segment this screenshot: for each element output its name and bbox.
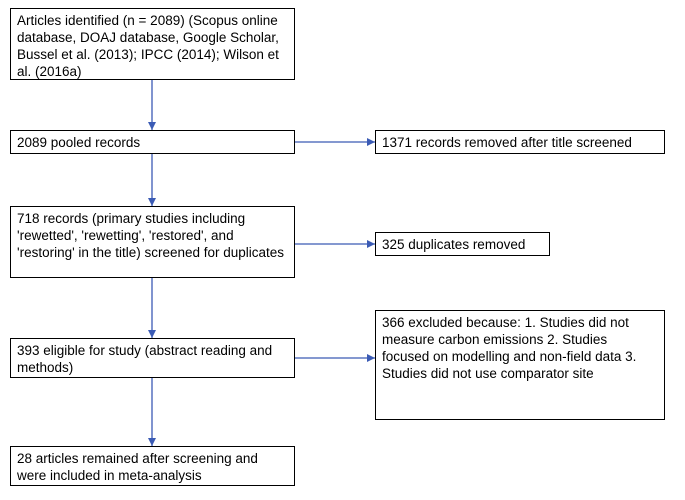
box-removed-title-screen: 1371 records removed after title screene… [375, 130, 665, 154]
box-pooled-records: 2089 pooled records [10, 130, 295, 154]
box-screened-duplicates: 718 records (primary studies including '… [10, 206, 295, 278]
box-duplicates-removed: 325 duplicates removed [375, 232, 550, 256]
box-articles-identified: Articles identified (n = 2089) (Scopus o… [10, 8, 295, 80]
box-excluded-reasons: 366 excluded because: 1. Studies did not… [375, 310, 665, 420]
box-included-meta-analysis: 28 articles remained after screening and… [10, 446, 295, 486]
box-eligible-for-study: 393 eligible for study (abstract reading… [10, 338, 295, 378]
